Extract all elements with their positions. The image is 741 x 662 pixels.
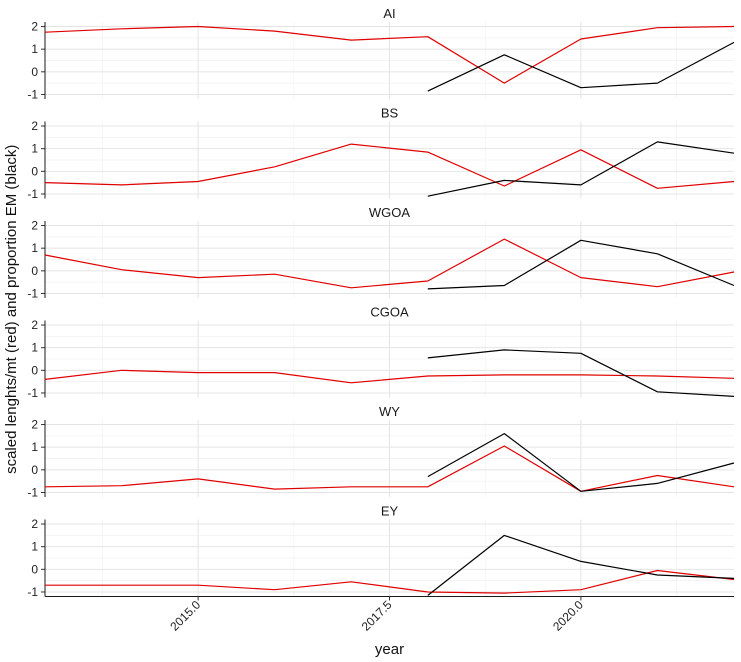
y-tick-label: 1 [31, 241, 38, 255]
y-tick-label: 1 [31, 42, 38, 56]
series-line-black [427, 349, 735, 397]
y-tick-label: 2 [31, 318, 38, 332]
panel-title: CGOA [370, 305, 409, 320]
x-tick-label: 2020.0 [550, 597, 586, 633]
y-tick-label: 1 [31, 341, 38, 355]
x-tick-label: 2015.0 [167, 597, 203, 633]
series-line-red [44, 445, 735, 492]
y-tick-label: 2 [31, 219, 38, 233]
y-tick-label: 0 [31, 363, 38, 377]
y-tick-label: 0 [31, 164, 38, 178]
series-line-red [45, 569, 735, 594]
panel-title: AI [383, 6, 395, 21]
panel-ai: AI -1 0 1 2 [27, 6, 735, 101]
panel-cgoa: CGOA -1 0 1 2 [27, 305, 735, 400]
y-tick-label: 2 [31, 517, 38, 531]
panel-title: EY [381, 504, 399, 519]
panel-bs: BS -1 0 1 2 [27, 106, 735, 201]
series-line-black [427, 41, 735, 92]
panels-group: AI-1012BS-1012WGOA-1012CGOA-1012WY-1012E… [27, 6, 735, 599]
y-tick-label: 0 [31, 65, 38, 79]
panel-ey: EY -1 0 1 2 [27, 504, 735, 599]
y-tick-label: 1 [31, 540, 38, 554]
y-tick-label: 0 [31, 463, 38, 477]
series-line-black [427, 239, 735, 290]
series-line-black [427, 141, 735, 197]
y-tick-label: -1 [27, 585, 38, 599]
y-tick-label: 2 [31, 20, 38, 34]
y-tick-label: -1 [27, 87, 38, 101]
y-tick-label: -1 [27, 485, 38, 499]
series-line-black [427, 534, 735, 596]
x-tick-label: 2017.5 [359, 597, 395, 633]
series-line-red [44, 25, 735, 84]
panel-wgoa: WGOA -1 0 1 2 [27, 205, 735, 300]
y-axis-title: scaled lenghts/mt (red) and proportion E… [3, 145, 20, 474]
y-tick-label: 1 [31, 440, 38, 454]
series-line-red [44, 369, 735, 384]
x-axis: 2015.0 2017.5 2020.0 [45, 596, 734, 634]
panel-title: WGOA [369, 205, 410, 220]
y-tick-label: 1 [31, 142, 38, 156]
series-line-red [44, 143, 735, 189]
y-tick-label: 2 [31, 418, 38, 432]
panel-title: BS [381, 106, 399, 121]
y-tick-label: 0 [31, 562, 38, 576]
panel-title: WY [379, 404, 400, 419]
series-line-black [427, 433, 735, 492]
panel-wy: WY -1 0 1 2 [27, 404, 735, 499]
y-tick-label: 2 [31, 119, 38, 133]
y-tick-label: -1 [27, 187, 38, 201]
x-axis-title: year [375, 641, 404, 658]
y-tick-label: 0 [31, 264, 38, 278]
series-line-red [44, 238, 735, 289]
y-tick-label: -1 [27, 286, 38, 300]
y-tick-label: -1 [27, 386, 38, 400]
